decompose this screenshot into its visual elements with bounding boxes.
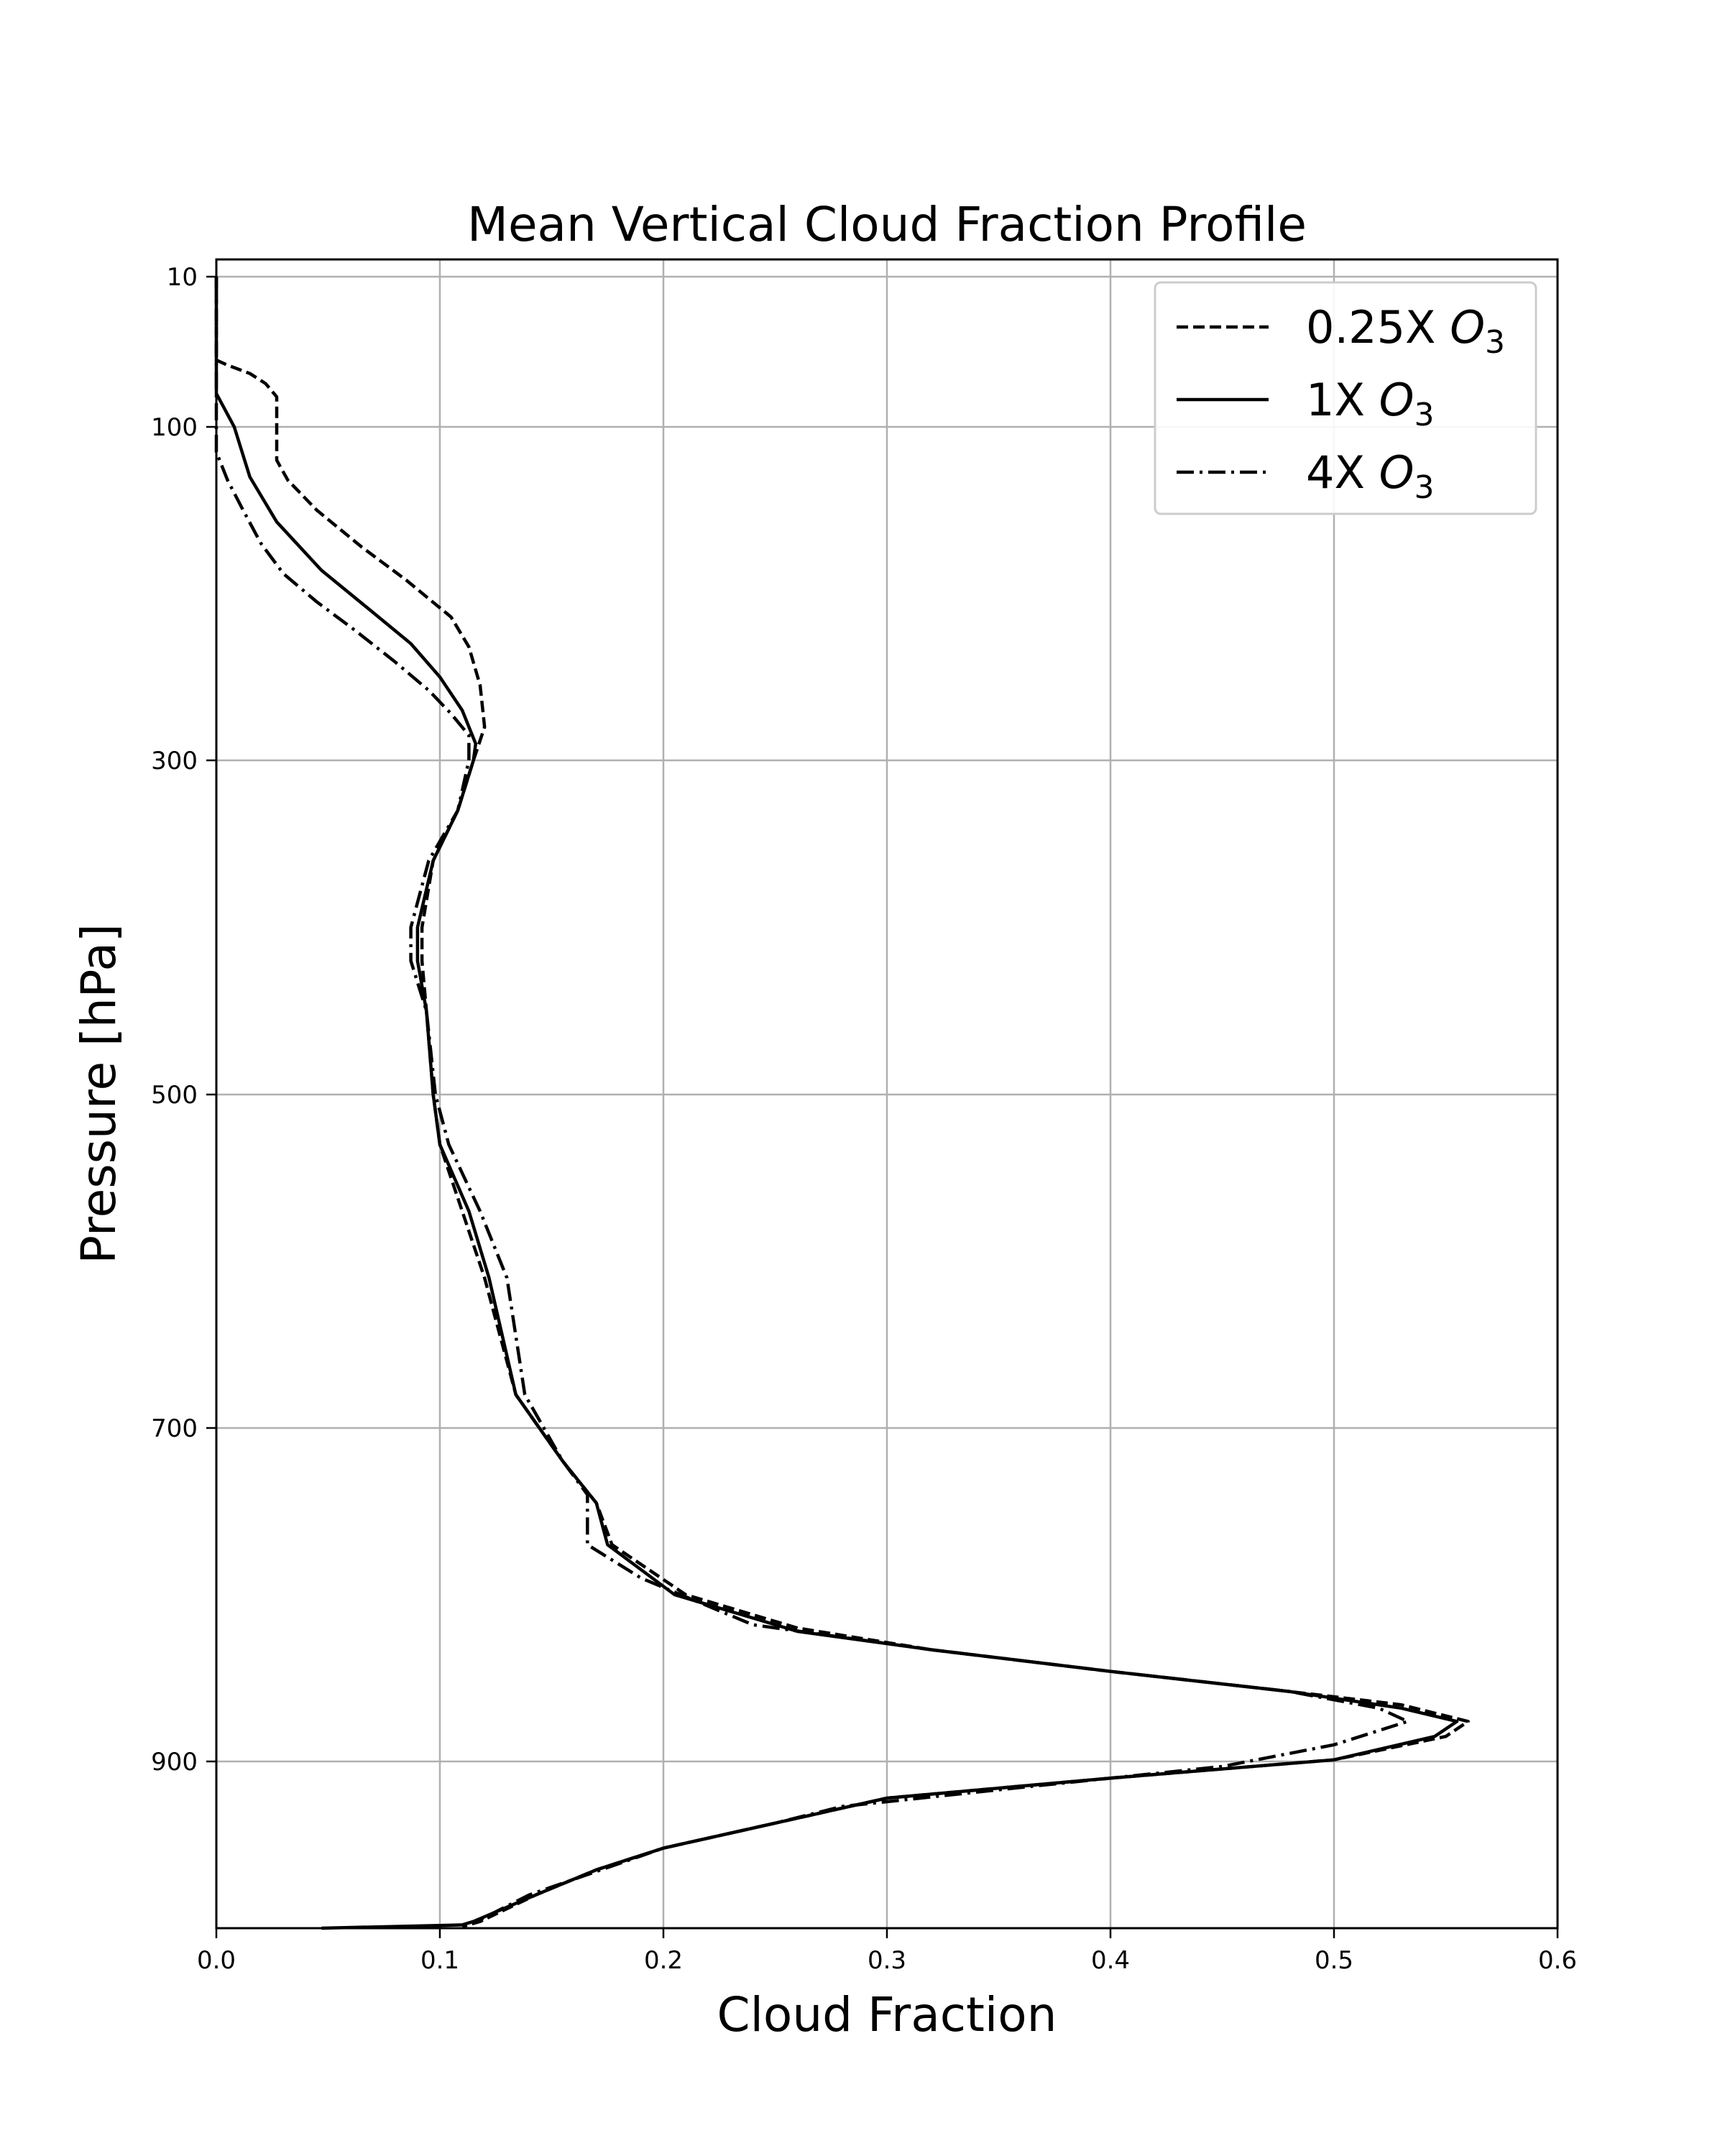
- y-tick-label: 700: [151, 1414, 198, 1443]
- y-axis-title: Pressure [hPa]: [71, 923, 126, 1263]
- y-tick-label: 300: [151, 747, 198, 775]
- x-tick-label: 0.0: [197, 1946, 236, 1975]
- y-tick-label: 10: [167, 263, 198, 292]
- chart-title: Mean Vertical Cloud Fraction Profile: [467, 197, 1307, 252]
- x-tick-label: 0.4: [1091, 1946, 1130, 1975]
- legend-label: 1X O3: [1306, 374, 1434, 433]
- legend-label: 4X O3: [1306, 446, 1434, 506]
- x-tick-label: 0.2: [644, 1946, 683, 1975]
- x-tick-label: 0.3: [868, 1946, 906, 1975]
- series-layer: [214, 277, 1470, 1930]
- legend-label: 0.25X O3: [1306, 301, 1505, 361]
- y-tick-label: 500: [151, 1081, 198, 1110]
- x-tick-label: 0.5: [1315, 1946, 1353, 1975]
- tick-layer: 0.0 0.1 0.2 0.3 0.4 0.5 0.6 10 100 300 500 700 900: [151, 263, 1577, 1975]
- series-line-2: [214, 277, 1459, 1930]
- grid-layer: [216, 259, 1558, 1928]
- legend-box: [1154, 281, 1537, 515]
- x-tick-label: 0.6: [1538, 1946, 1577, 1975]
- legend: 0.25X O3 1X O3 4X O3: [1154, 281, 1537, 515]
- x-axis-title: Cloud Fraction: [717, 1987, 1057, 2042]
- y-tick-label: 900: [151, 1748, 198, 1777]
- y-tick-label: 100: [151, 413, 198, 442]
- x-tick-label: 0.1: [420, 1946, 459, 1975]
